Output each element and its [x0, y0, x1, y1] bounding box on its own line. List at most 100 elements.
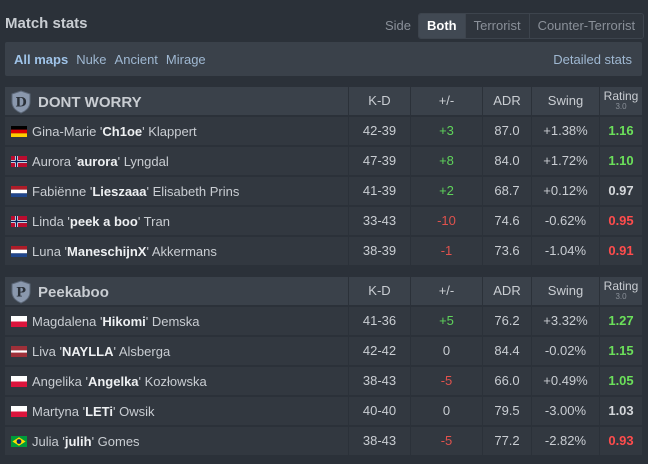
brazil-flag-icon	[11, 436, 27, 447]
player-name[interactable]: Martyna 'LETi' Owsik	[32, 404, 154, 419]
plusminus-value: -10	[410, 207, 482, 235]
team-table-0: D DONT WORRY K-D +/- ADR Swing Rating 3.0 Gina-M…	[5, 87, 642, 271]
rating-value: 0.91	[599, 237, 642, 265]
side-tab-counter-terrorist[interactable]: Counter-Terrorist	[528, 14, 644, 38]
norway-flag-icon	[11, 156, 27, 167]
player-nickname: Hikomi	[102, 314, 146, 329]
player-nickname: NAYLLA	[61, 344, 114, 359]
plusminus-value: -5	[410, 427, 482, 455]
rating-value: 0.97	[599, 177, 642, 205]
player-first-name: Fabiënne '	[32, 184, 93, 199]
plusminus-value: +8	[410, 147, 482, 175]
swing-value: -0.02%	[531, 337, 599, 365]
player-name[interactable]: Gina-Marie 'Ch1oe' Klappert	[32, 124, 197, 139]
player-name[interactable]: Angelika 'Angelka' Kozłowska	[32, 374, 207, 389]
kd-value: 38-43	[348, 427, 410, 455]
player-nickname: Angelka	[87, 374, 139, 389]
map-tab-all-maps[interactable]: All maps	[14, 52, 69, 67]
side-toggle: Both Terrorist Counter-Terrorist	[418, 13, 645, 39]
plusminus-value: -1	[410, 237, 482, 265]
adr-value: 79.5	[482, 397, 531, 425]
latvia-flag-icon	[11, 346, 27, 357]
rating-version: 3.0	[615, 292, 627, 301]
player-first-name: Magdalena '	[32, 314, 103, 329]
norway-flag-icon	[11, 216, 27, 227]
swing-value: -0.62%	[531, 207, 599, 235]
column-header-kd: K-D	[348, 277, 410, 305]
adr-value: 84.4	[482, 337, 531, 365]
player-row: Gina-Marie 'Ch1oe' Klappert 42-39 +3 87.0 +1…	[5, 117, 642, 145]
team-header: P Peekaboo K-D +/- ADR Swing Rating 3.0	[5, 277, 642, 305]
rating-value: 0.95	[599, 207, 642, 235]
player-row: Aurora 'aurora' Lyngdal 47-39 +8 84.0 +1.72%…	[5, 147, 642, 175]
adr-value: 73.6	[482, 237, 531, 265]
detailed-stats-link[interactable]: Detailed stats	[553, 52, 632, 67]
player-name[interactable]: Luna 'ManeschijnX' Akkermans	[32, 244, 217, 259]
player-first-name: Luna '	[32, 244, 68, 259]
netherlands-flag-icon	[11, 246, 27, 257]
rating-value: 1.16	[599, 117, 642, 145]
rating-value: 1.27	[599, 307, 642, 335]
side-tab-terrorist[interactable]: Terrorist	[464, 14, 529, 38]
player-last-name: ' Lyngdal	[117, 154, 169, 169]
swing-value: +0.12%	[531, 177, 599, 205]
player-nickname: julih	[64, 434, 92, 449]
player-name[interactable]: Linda 'peek a boo' Tran	[32, 214, 170, 229]
team-logo-icon[interactable]: P	[10, 280, 32, 304]
map-tab-mirage[interactable]: Mirage	[165, 52, 206, 67]
player-name[interactable]: Fabiënne 'Lieszaaa' Elisabeth Prins	[32, 184, 239, 199]
team-logo-icon[interactable]: D	[10, 90, 32, 114]
adr-value: 84.0	[482, 147, 531, 175]
player-name[interactable]: Aurora 'aurora' Lyngdal	[32, 154, 169, 169]
column-header-swing: Swing	[531, 87, 599, 115]
svg-text:D: D	[15, 96, 26, 111]
rating-value: 1.03	[599, 397, 642, 425]
player-last-name: ' Klappert	[142, 124, 197, 139]
player-last-name: ' Kozłowska	[138, 374, 207, 389]
player-nickname: peek a boo	[69, 214, 138, 229]
team-table-1: P Peekaboo K-D +/- ADR Swing Rating 3.0 Magdalen…	[5, 277, 642, 461]
side-tab-both[interactable]: Both	[419, 14, 465, 38]
rating-label: Rating	[603, 89, 639, 103]
player-first-name: Angelika '	[32, 374, 88, 389]
kd-value: 41-39	[348, 177, 410, 205]
adr-value: 87.0	[482, 117, 531, 145]
column-header-plusminus: +/-	[410, 277, 482, 305]
kd-value: 42-42	[348, 337, 410, 365]
kd-value: 38-39	[348, 237, 410, 265]
player-first-name: Aurora '	[32, 154, 78, 169]
player-last-name: ' Alsberga	[113, 344, 171, 359]
kd-value: 41-36	[348, 307, 410, 335]
team-name[interactable]: Peekaboo	[38, 284, 109, 301]
kd-value: 38-43	[348, 367, 410, 395]
player-name[interactable]: Magdalena 'Hikomi' Demska	[32, 314, 200, 329]
poland-flag-icon	[11, 406, 27, 417]
plusminus-value: -5	[410, 367, 482, 395]
player-name[interactable]: Julia 'julih' Gomes	[32, 434, 140, 449]
plusminus-value: 0	[410, 397, 482, 425]
rating-value: 1.15	[599, 337, 642, 365]
column-header-plusminus: +/-	[410, 87, 482, 115]
adr-value: 68.7	[482, 177, 531, 205]
column-header-adr: ADR	[482, 87, 531, 115]
player-nickname: Lieszaaa	[92, 184, 147, 199]
rating-version: 3.0	[615, 102, 627, 111]
player-first-name: Liva '	[32, 344, 62, 359]
player-name[interactable]: Liva 'NAYLLA' Alsberga	[32, 344, 170, 359]
page-title: Match stats	[5, 15, 88, 32]
column-header-rating: Rating 3.0	[599, 87, 642, 115]
player-first-name: Linda '	[32, 214, 70, 229]
player-row: Liva 'NAYLLA' Alsberga 42-42 0 84.4 -0.02% 1.…	[5, 337, 642, 365]
player-nickname: LETi	[85, 404, 113, 419]
swing-value: +0.49%	[531, 367, 599, 395]
map-tab-ancient[interactable]: Ancient	[114, 52, 158, 67]
adr-value: 77.2	[482, 427, 531, 455]
swing-value: +1.38%	[531, 117, 599, 145]
player-last-name: ' Gomes	[91, 434, 140, 449]
team-header: D DONT WORRY K-D +/- ADR Swing Rating 3.0	[5, 87, 642, 115]
player-nickname: aurora	[77, 154, 118, 169]
map-tab-nuke[interactable]: Nuke	[76, 52, 107, 67]
team-name[interactable]: DONT WORRY	[38, 94, 142, 111]
player-last-name: ' Elisabeth Prins	[146, 184, 240, 199]
adr-value: 74.6	[482, 207, 531, 235]
